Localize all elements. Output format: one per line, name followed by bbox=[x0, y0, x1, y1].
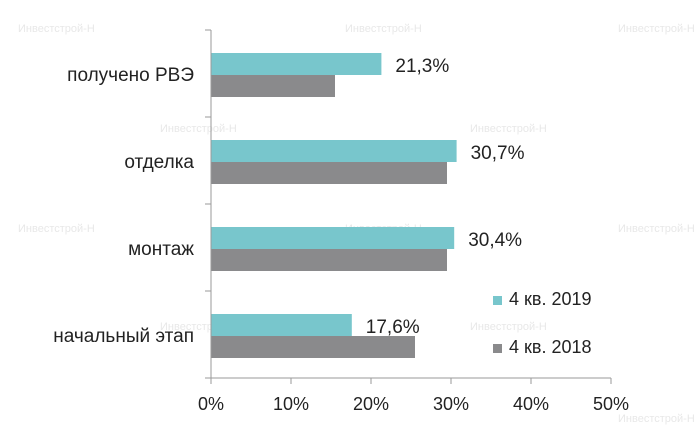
category-label-0: получено РВЭ bbox=[67, 65, 194, 86]
watermark-text: Инвестстрой-Н bbox=[345, 23, 422, 35]
bar-2018-0 bbox=[211, 75, 335, 97]
watermark-text: Инвестстрой-Н bbox=[18, 23, 95, 35]
category-label-3: начальный этап bbox=[53, 326, 194, 347]
watermark-text: Инвестстрой-Н bbox=[18, 223, 95, 235]
category-label-1: отделка bbox=[124, 152, 194, 173]
bars-layer bbox=[211, 53, 457, 358]
legend: 4 кв. 2019 4 кв. 2018 bbox=[493, 289, 592, 357]
data-label-0: 21,3% bbox=[395, 56, 449, 77]
x-tick-label-1: 10% bbox=[273, 394, 309, 414]
watermark-text: Инвестстрой-Н bbox=[470, 123, 547, 135]
data-label-3: 17,6% bbox=[366, 317, 420, 338]
bar-2019-0 bbox=[211, 53, 382, 75]
bar-2018-3 bbox=[211, 336, 415, 358]
legend-label-1: 4 кв. 2018 bbox=[509, 337, 592, 357]
bar-2019-2 bbox=[211, 227, 455, 249]
watermark-text: Инвестстрой-Н bbox=[618, 223, 695, 235]
x-tick-label-5: 50% bbox=[593, 394, 629, 414]
watermark-text: Инвестстрой-Н bbox=[160, 123, 237, 135]
bar-2018-2 bbox=[211, 249, 447, 271]
bar-2018-1 bbox=[211, 162, 447, 184]
category-label-2: монтаж bbox=[128, 239, 194, 260]
x-tick-label-0: 0% bbox=[198, 394, 224, 414]
bar-2019-1 bbox=[211, 140, 457, 162]
legend-swatch-0 bbox=[493, 296, 502, 305]
data-label-1: 30,7% bbox=[471, 143, 525, 164]
watermark-text: Инвестстрой-Н bbox=[618, 413, 695, 425]
watermark-text: Инвестстрой-Н bbox=[618, 23, 695, 35]
labels-layer: 21,3% получено РВЭ 30,7% отделка 30,4% монтаж… bbox=[53, 56, 524, 347]
legend-label-0: 4 кв. 2019 bbox=[509, 289, 592, 309]
x-tick-label-2: 20% bbox=[353, 394, 389, 414]
x-tick-label-4: 40% bbox=[513, 394, 549, 414]
axes-layer: 0% 10% 20% 30% 40% 50% bbox=[198, 29, 629, 414]
data-label-2: 30,4% bbox=[468, 230, 522, 251]
bar-2019-3 bbox=[211, 314, 352, 336]
legend-swatch-1 bbox=[493, 344, 502, 353]
x-tick-label-3: 30% bbox=[433, 394, 469, 414]
watermark-text: Инвестстрой-Н bbox=[470, 321, 547, 333]
